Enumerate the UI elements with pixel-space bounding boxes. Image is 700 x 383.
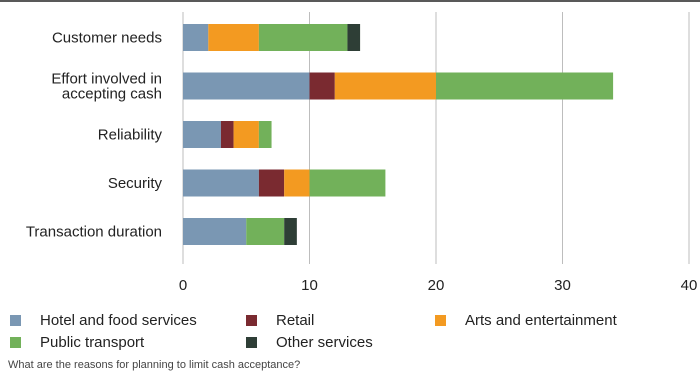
bar-segment <box>309 72 335 100</box>
legend-swatch <box>246 314 257 326</box>
x-tick-label: 0 <box>179 277 187 294</box>
bar-segment <box>436 72 614 100</box>
bar-segment <box>183 121 221 148</box>
legend-item: Public transport <box>10 332 144 352</box>
category-label: Effort involved in accepting cash <box>51 71 162 103</box>
bar-segment <box>347 24 361 51</box>
legend-item: Other services <box>246 332 373 352</box>
bar-segment <box>284 169 310 197</box>
bar-segment <box>246 218 285 245</box>
category-label: Transaction duration <box>26 224 162 241</box>
chart-caption: What are the reasons for planning to lim… <box>8 359 301 371</box>
bar-segment <box>233 121 259 148</box>
legend-swatch <box>10 336 21 348</box>
legend-item: Arts and entertainment <box>435 310 617 330</box>
bar-segment <box>220 121 234 148</box>
bar-segment <box>258 169 285 197</box>
bar-segment <box>334 72 436 100</box>
bar-segment <box>183 218 247 245</box>
legend-item: Hotel and food services <box>10 310 197 330</box>
x-tick-label: 40 <box>681 277 698 294</box>
legend-swatch <box>246 336 257 348</box>
bar-segment <box>284 218 297 245</box>
category-label: Customer needs <box>52 30 162 47</box>
bar-segment <box>258 121 272 148</box>
legend-label: Retail <box>276 311 315 329</box>
x-tick-label: 10 <box>301 277 318 294</box>
x-tick-label: 30 <box>554 277 571 294</box>
legend-label: Other services <box>276 333 373 351</box>
bar-segment <box>183 72 310 100</box>
category-label: Security <box>108 175 163 192</box>
bar-segment <box>309 169 386 197</box>
bar-segment <box>183 24 209 51</box>
legend-label: Hotel and food services <box>40 311 197 329</box>
bar-segment <box>183 169 259 197</box>
bar-segment <box>208 24 259 51</box>
x-tick-label: 20 <box>428 277 445 294</box>
legend-swatch <box>10 314 21 326</box>
legend-item: Retail <box>246 310 314 330</box>
bar-segment <box>258 24 348 51</box>
legend-swatch <box>435 314 446 326</box>
category-label: Reliability <box>98 127 163 144</box>
legend-label: Arts and entertainment <box>465 311 617 329</box>
legend-label: Public transport <box>40 333 145 351</box>
legend: Hotel and food services Retail Arts and en… <box>10 310 700 354</box>
